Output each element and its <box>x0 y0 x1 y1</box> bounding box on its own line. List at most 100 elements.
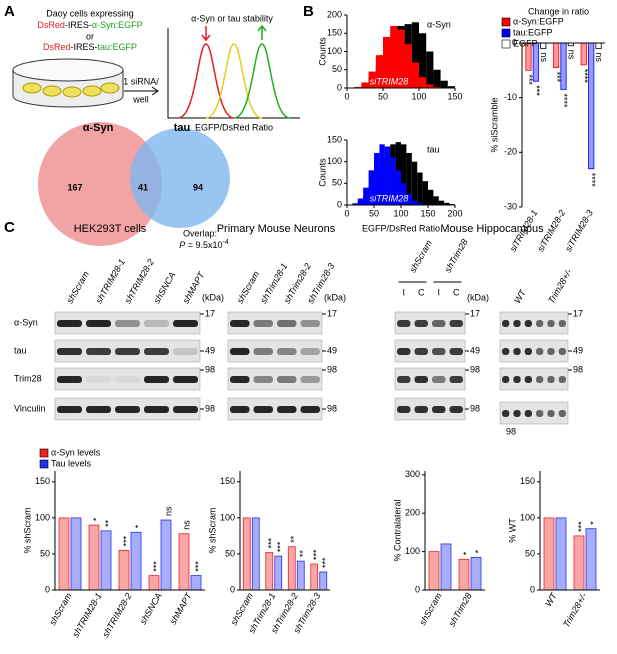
x-tick-label: 100 <box>393 208 408 218</box>
band <box>230 348 250 355</box>
kda-label: 49 <box>470 345 480 355</box>
row-label: Trim28 <box>14 373 42 383</box>
construct: DsRed-IRES-tau:EGFP <box>43 42 137 52</box>
band <box>57 406 82 413</box>
venn-count: 167 <box>67 182 82 192</box>
hist-bar <box>411 22 419 88</box>
y-tick-label: 100 <box>327 46 342 56</box>
band <box>502 320 510 327</box>
legend-swatch <box>501 28 511 38</box>
bar <box>319 571 328 591</box>
kda-unit: (kDa) <box>324 292 346 302</box>
legend-swatch <box>501 39 511 49</box>
band <box>173 320 198 327</box>
band <box>397 320 411 327</box>
band <box>513 320 521 327</box>
significance: *** <box>552 72 562 83</box>
significance: *** <box>267 537 277 548</box>
bar <box>100 530 112 591</box>
hist-bar <box>401 144 407 205</box>
group-label: shTrim28 <box>443 237 470 274</box>
band <box>397 406 411 413</box>
panel-label: B <box>303 3 314 20</box>
significance: ns <box>567 50 577 60</box>
band <box>502 410 510 417</box>
panel-label: C <box>4 219 15 236</box>
significance: **** <box>587 173 597 188</box>
hist-bar <box>433 86 441 88</box>
bar <box>555 517 567 591</box>
hist-bar <box>363 187 369 205</box>
y-tick-label: -20 <box>504 147 517 157</box>
construct: DsRed-IRES-α-Syn:EGFP <box>37 20 142 30</box>
significance: *** <box>193 561 203 572</box>
band <box>547 348 555 355</box>
lane-label: shTRIM28-1 <box>94 257 127 305</box>
row-label: α-Syn <box>14 317 38 327</box>
band <box>173 348 198 355</box>
legend-label: EGFP <box>513 38 538 48</box>
hist-bar <box>352 203 358 205</box>
band <box>536 348 544 355</box>
bar <box>540 42 547 49</box>
legend-swatch <box>501 17 511 27</box>
venn-label: α-Syn <box>83 122 114 134</box>
y-tick-label: 100 <box>327 156 342 166</box>
band <box>558 410 566 417</box>
hist-bar <box>444 202 450 205</box>
band <box>253 376 273 383</box>
blot <box>54 367 201 391</box>
bar <box>458 558 470 591</box>
band <box>432 348 446 355</box>
y-tick-label: 100 <box>220 512 235 522</box>
lane-label: shSNCA <box>152 270 178 305</box>
bar <box>532 42 539 82</box>
band <box>86 320 111 327</box>
axis-label: EGFP/DsRed Ratio <box>195 122 273 132</box>
hist-bar <box>404 44 412 88</box>
significance: ns <box>539 52 549 62</box>
stability-text: α-Syn or tau stability <box>191 13 273 23</box>
y-tick-label: 150 <box>220 476 235 486</box>
kda-label: 17 <box>205 308 215 318</box>
side-label: C <box>418 287 425 297</box>
band <box>547 376 555 383</box>
band <box>230 406 250 413</box>
kda-label: 17 <box>327 308 337 318</box>
kda-label: 98 <box>327 364 337 374</box>
significance: * <box>588 521 598 525</box>
band <box>300 320 320 327</box>
band <box>449 348 463 355</box>
bar <box>470 556 482 591</box>
blot <box>499 339 569 363</box>
x-tick-label: Trim28+/- <box>561 591 589 629</box>
x-tick-label: 200 <box>447 208 462 218</box>
band <box>524 320 532 327</box>
hist-bar <box>447 86 455 88</box>
significance: * <box>133 524 143 528</box>
panel-title: HEK293T cells <box>74 223 147 235</box>
hist-bar <box>417 172 423 205</box>
bar <box>580 42 587 66</box>
band <box>230 320 250 327</box>
band <box>277 406 297 413</box>
bar <box>70 517 82 591</box>
hist-label: tau <box>427 144 440 154</box>
bar <box>585 528 597 591</box>
band <box>397 376 411 383</box>
band <box>502 376 510 383</box>
hist-bar <box>426 51 434 88</box>
hist-bar <box>383 36 391 88</box>
significance: *** <box>151 561 161 572</box>
y-tick-label: 50 <box>525 548 535 558</box>
y-tick-label: 150 <box>520 476 535 486</box>
y-tick-label: 0 <box>337 82 342 92</box>
row-label: Vinculin <box>14 403 45 413</box>
significance: *** <box>312 549 322 560</box>
hist-label: α-Syn <box>427 19 451 29</box>
hist-bar <box>419 77 427 88</box>
y-tick-label: 0 <box>415 584 420 594</box>
legend-swatch <box>39 448 49 458</box>
bar <box>296 560 305 591</box>
hist-bar <box>354 86 362 88</box>
